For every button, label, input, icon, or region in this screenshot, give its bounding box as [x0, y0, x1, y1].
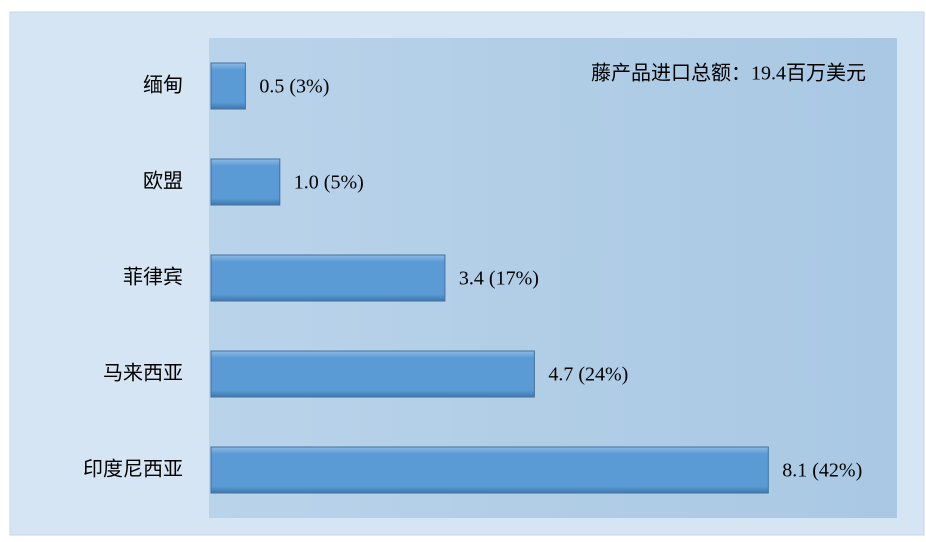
data-label: 0.5 (3%)	[259, 76, 329, 98]
y-tick-label: 欧盟	[143, 170, 183, 193]
y-tick-label: 马来西亚	[103, 362, 183, 385]
bar	[210, 350, 535, 398]
y-tick-label: 印度尼西亚	[83, 458, 183, 481]
bar	[210, 446, 769, 494]
bar	[210, 62, 246, 110]
data-label: 8.1 (42%)	[782, 460, 862, 482]
y-tick-label: 缅甸	[143, 74, 183, 97]
annotation: 藤产品进口总额：19.4百万美元	[591, 62, 866, 85]
data-label: 1.0 (5%)	[294, 172, 364, 194]
bar	[210, 158, 281, 206]
y-tick-label: 菲律宾	[123, 266, 183, 289]
bar	[210, 254, 446, 302]
data-label: 4.7 (24%)	[548, 364, 628, 386]
data-label: 3.4 (17%)	[459, 268, 539, 290]
